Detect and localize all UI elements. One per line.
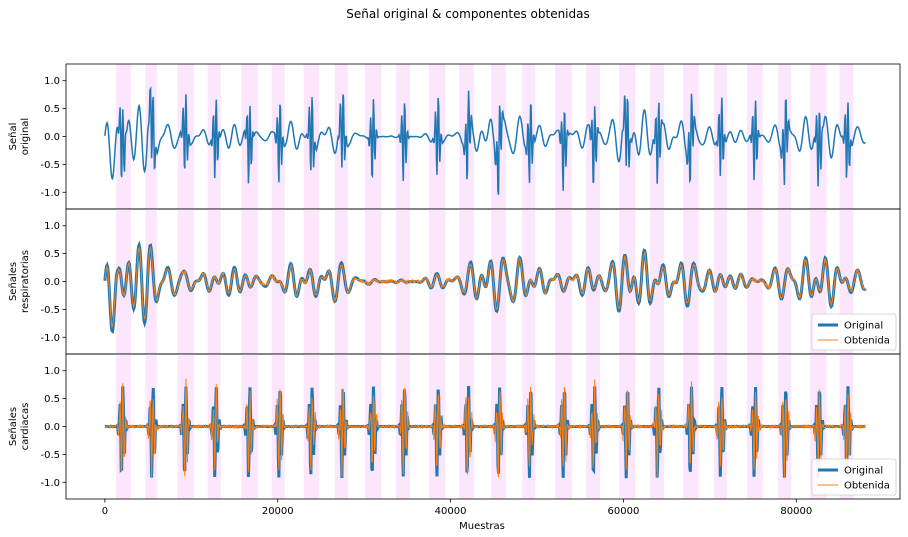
y-axis-label: Señalesrespiratorias	[8, 250, 31, 313]
panel-2: -1.0 -0.5 0.0 0.5 1.0 Señalesrespiratorias Ori…	[8, 208, 901, 355]
legend-label: Original	[844, 466, 883, 477]
y-axis-label-line: Señales	[8, 407, 19, 446]
y-tick-label: -1.0	[40, 478, 60, 489]
y-tick-label: 0.0	[44, 132, 60, 143]
plots-area: -1.0 -0.5 0.0 0.5 1.0 Señaloriginal -1.0 -0.5 0.…	[8, 63, 901, 517]
legend-label: Original	[844, 321, 883, 332]
legend-label: Obtenida	[844, 481, 890, 492]
shaded-band	[334, 209, 348, 354]
panel-1: -1.0 -0.5 0.0 0.5 1.0 Señaloriginal	[8, 63, 901, 210]
y-tick-label: 0.5	[44, 394, 60, 405]
y-tick-label: -0.5	[40, 450, 60, 461]
y-axis-label-line: respiratorias	[20, 250, 31, 313]
x-axis-label: Muestras	[459, 521, 505, 532]
panel-3: -1.0 -0.5 0.0 0.5 1.0 Señalescardiacas Origina…	[8, 353, 901, 517]
shaded-band	[428, 209, 446, 354]
y-tick-label: 1.0	[44, 76, 60, 87]
y-tick-label: 0.5	[44, 104, 60, 115]
legend: Original Obtenida	[811, 313, 897, 351]
legend-box	[811, 313, 897, 351]
y-axis-label: Señaloriginal	[8, 118, 31, 155]
y-tick-label: 1.0	[44, 221, 60, 232]
legend-box	[811, 458, 897, 496]
y-tick-label: -0.5	[40, 305, 60, 316]
y-tick-label: -0.5	[40, 160, 60, 171]
y-axis-label-line: original	[20, 118, 31, 155]
y-axis-label-line: Señal	[8, 123, 19, 151]
figure-title: Señal original & componentes obtenidas	[346, 7, 590, 21]
x-tick-label: 40000	[435, 506, 467, 517]
shaded-band	[714, 209, 728, 354]
y-tick-label: 0.0	[44, 277, 60, 288]
x-tick-label: 0	[102, 506, 108, 517]
series-obtenida-line	[104, 246, 866, 329]
y-axis-label: Señalescardiacas	[8, 403, 31, 451]
y-tick-label: 0.0	[44, 422, 60, 433]
shaded-band	[586, 64, 601, 209]
y-tick-label: -1.0	[40, 333, 60, 344]
legend: Original Obtenida	[811, 458, 897, 496]
y-axis-label-line: cardiacas	[20, 403, 31, 451]
y-axis-label-line: Señales	[8, 262, 19, 301]
y-tick-label: 0.5	[44, 249, 60, 260]
y-tick-label: -1.0	[40, 188, 60, 199]
x-tick-label: 60000	[608, 506, 640, 517]
shaded-band	[555, 209, 572, 354]
shaded-band	[116, 209, 131, 354]
x-tick-label: 20000	[262, 506, 294, 517]
shaded-band	[586, 209, 601, 354]
x-tick-label: 80000	[780, 506, 812, 517]
shaded-band	[145, 209, 157, 354]
shaded-band	[177, 209, 194, 354]
legend-label: Obtenida	[844, 336, 890, 347]
shaded-band	[241, 209, 258, 354]
series-obtenida-line	[104, 378, 866, 479]
y-tick-label: 1.0	[44, 366, 60, 377]
series-original-line	[104, 85, 866, 195]
shaded-band	[207, 209, 221, 354]
